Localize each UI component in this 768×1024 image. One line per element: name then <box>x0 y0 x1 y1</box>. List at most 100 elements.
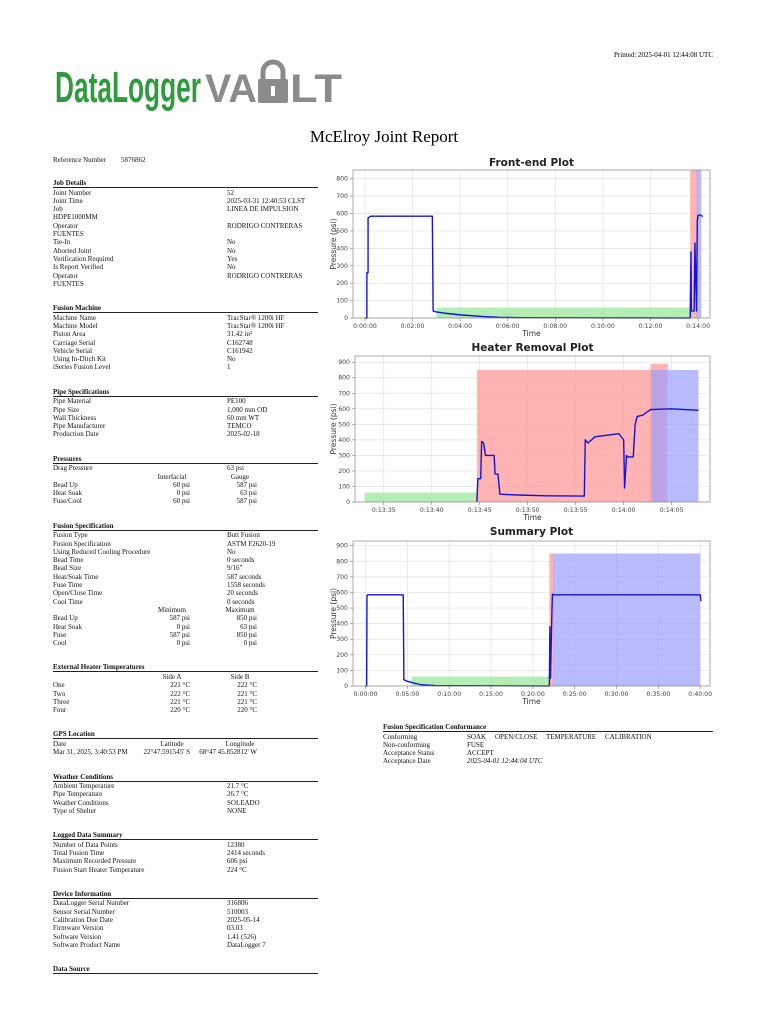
field-value: 224 °C <box>227 865 247 874</box>
field-value: No <box>227 238 236 247</box>
field-value: 2025-03-31 12:40:53 CLST <box>227 196 306 205</box>
plot-frame <box>352 540 711 687</box>
shaded-region <box>690 170 698 318</box>
field-value: Yes <box>227 254 238 263</box>
conformance-label: Acceptance Status <box>383 749 435 758</box>
y-tick-label: 800 <box>338 375 350 382</box>
table-label: Fuse/Cool <box>53 497 82 506</box>
field-value: 316806 <box>227 899 248 908</box>
y-axis-label: Pressure (psi) <box>329 403 338 454</box>
y-tick-label: 700 <box>336 193 348 200</box>
table-value: 587 psi <box>169 630 190 639</box>
field-value: 26.7 °C <box>227 790 249 799</box>
field-label: Is Report Verified <box>53 263 104 272</box>
table-value: 587 psi <box>236 480 257 489</box>
chart: 0 100 200 300 400 500 600 700 800 900 0:00:00 0:05:… <box>329 526 712 706</box>
field-label: Joint Number <box>53 188 92 197</box>
reference-value: 5876862 <box>121 156 146 164</box>
shaded-region <box>476 369 665 502</box>
field-value: TracStar® 1200i HF <box>227 321 285 330</box>
table-label: One <box>53 681 65 690</box>
plot-frame <box>354 355 711 503</box>
field-label: Total Fusion Time <box>53 849 105 857</box>
table-label: Four <box>53 706 67 715</box>
table-value: 63 psi <box>240 622 257 631</box>
table-label: Mar 31, 2025, 3:40:53 PM <box>53 748 128 757</box>
field-label: Pipe Manufacturer <box>53 422 106 431</box>
table-value: 60 psi <box>173 480 190 489</box>
y-tick-label: 200 <box>338 468 350 475</box>
field-label: Software Version <box>53 932 102 941</box>
y-tick-label: 800 <box>336 558 348 565</box>
y-tick-label: 900 <box>336 543 348 550</box>
field-label: HDPE1000MM <box>53 213 98 222</box>
conformance-label: Acceptance Date <box>383 757 431 766</box>
x-axis-label: Time <box>522 513 542 522</box>
y-tick-label: 400 <box>336 621 348 628</box>
field-value: 9/16" <box>227 564 243 573</box>
y-tick-label: 100 <box>338 483 350 490</box>
field-label: Sensor Serial Number <box>53 907 115 916</box>
logo-lock-shackle <box>260 59 286 80</box>
field-value: TracStar® 1200i HF <box>227 313 285 322</box>
chart: 0 100 200 300 400 500 600 700 800 0:00:00 0:02:00 0… <box>329 157 711 338</box>
field-value: No <box>227 246 236 255</box>
table-value: 221 °C <box>237 697 257 706</box>
table-value: 220 °C <box>170 706 190 715</box>
conformance-value: CALIBRATION <box>605 732 652 741</box>
field-value: 2025-02-18 <box>227 430 260 439</box>
x-tick-label: 0:10:00 <box>591 323 615 330</box>
shaded-region <box>651 369 699 502</box>
column-header: Latitude <box>160 739 184 748</box>
reference-label: Reference Number <box>53 156 107 164</box>
field-label: Aborted Joint <box>53 246 92 255</box>
field-value: DataLogger 7 <box>227 940 266 949</box>
conformance-label: Conforming <box>383 732 418 741</box>
shaded-region <box>553 553 701 686</box>
field-value: No <box>227 263 236 272</box>
field-label: Calibration Due Date <box>53 916 113 924</box>
plot-frame <box>352 169 711 319</box>
table-value: 0 psi <box>243 639 257 648</box>
field-value: SOLEADO <box>227 798 260 807</box>
field-label: Carriage Serial <box>53 338 96 347</box>
y-tick-label: 400 <box>338 437 350 444</box>
y-tick-label: 300 <box>336 263 348 270</box>
table-value: 587 psi <box>169 614 190 623</box>
table-value: 22°47.591545' S <box>143 748 190 757</box>
y-tick-label: 500 <box>336 228 348 235</box>
conformance-value: FUSE <box>467 740 485 749</box>
x-tick-label: 0:06:00 <box>496 323 520 330</box>
field-label: Weather Conditions <box>53 798 109 807</box>
field-label: Operator <box>53 221 78 230</box>
table-value: 221 °C <box>237 689 257 698</box>
field-label: Cool Time <box>53 597 83 606</box>
field-value: 1 <box>227 363 231 372</box>
field-value: ASTM F2620-19 <box>227 539 276 548</box>
x-tick-label: 0:02:00 <box>401 323 425 330</box>
field-value: LINEA DE IMPULSION <box>227 205 299 214</box>
section-title: Fusion Machine <box>53 304 318 314</box>
field-label: Firmware Version <box>53 924 104 933</box>
field-value: C162748 <box>227 338 253 347</box>
chart-title: Front-end Plot <box>489 157 574 169</box>
y-tick-label: 0 <box>346 499 350 506</box>
x-tick-label: 0:13:50 <box>516 507 540 514</box>
section-title: Fusion Specification <box>53 522 318 531</box>
table-label: Bead Up <box>53 614 78 623</box>
column-header: Minimum <box>157 605 186 614</box>
x-tick-label: 0:10:00 <box>437 691 461 698</box>
field-label: Joint Time <box>53 196 83 205</box>
table-value: 0 psi <box>176 639 190 648</box>
shaded-region <box>436 307 691 318</box>
logo-text: LT <box>290 67 342 111</box>
conformance-title: Fusion Specification Conformance <box>383 723 713 732</box>
y-tick-label: 600 <box>338 406 350 413</box>
field-value: 1,000 mm OD <box>227 405 268 414</box>
field-label: Vehicle Serial <box>53 346 93 355</box>
table-value: 221 °C <box>170 681 190 690</box>
field-label: Machine Model <box>53 321 98 330</box>
field-value: 2414 seconds <box>227 849 265 857</box>
x-tick-label: 0:13:35 <box>372 507 396 514</box>
